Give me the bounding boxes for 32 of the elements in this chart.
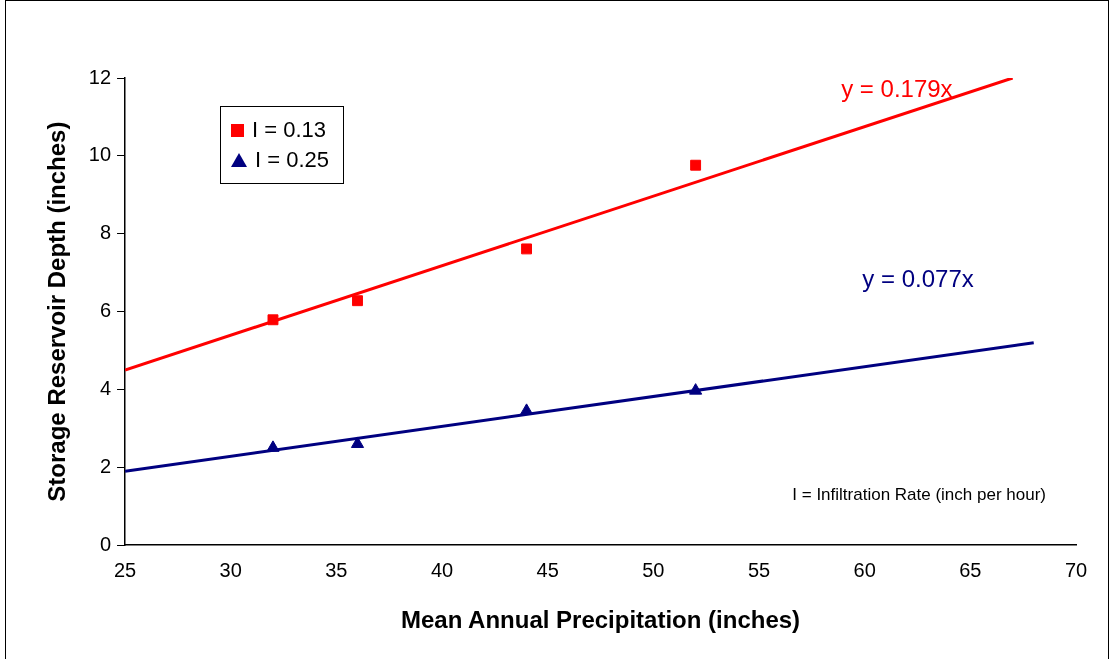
- annotation: I = Infiltration Rate (inch per hour): [792, 484, 1046, 504]
- x-tick-label: 40: [430, 558, 454, 581]
- y-tick-label: 4: [99, 376, 112, 399]
- y-tick-label: 6: [99, 299, 112, 322]
- x-tick-label: 45: [536, 558, 559, 581]
- y-tick-label: 12: [88, 65, 112, 88]
- y-tick-label: 10: [88, 143, 112, 166]
- point: [690, 159, 702, 171]
- x-tick-label: 35: [325, 558, 348, 581]
- x-tick-label: 25: [113, 558, 137, 581]
- legend-label: I = 0.13: [252, 117, 327, 143]
- y-tick-label: 2: [99, 454, 112, 477]
- point: [352, 295, 363, 307]
- point: [520, 403, 534, 415]
- x-tick-label: 30: [219, 558, 242, 581]
- point: [267, 314, 279, 326]
- x-tick-label: 50: [642, 558, 665, 581]
- x-tick-label: 55: [747, 558, 771, 581]
- x-tick-label: 60: [853, 558, 876, 581]
- x-tick-label: 70: [1064, 558, 1088, 581]
- legend-label: I = 0.25: [255, 147, 330, 173]
- y-tick-label: 8: [99, 221, 112, 244]
- annotation: y = 0.077x: [862, 265, 974, 293]
- annotation: y = 0.179x: [841, 74, 953, 102]
- point: [521, 243, 533, 255]
- y-axis-title: Storage Reservoir Depth (inches): [43, 121, 71, 502]
- point: [689, 383, 703, 395]
- y-tick-label: 0: [99, 532, 112, 555]
- x-axis-title: Mean Annual Precipitation (inches): [400, 606, 801, 634]
- point: [350, 436, 365, 448]
- x-tick-label: 65: [959, 558, 982, 581]
- point: [266, 440, 280, 452]
